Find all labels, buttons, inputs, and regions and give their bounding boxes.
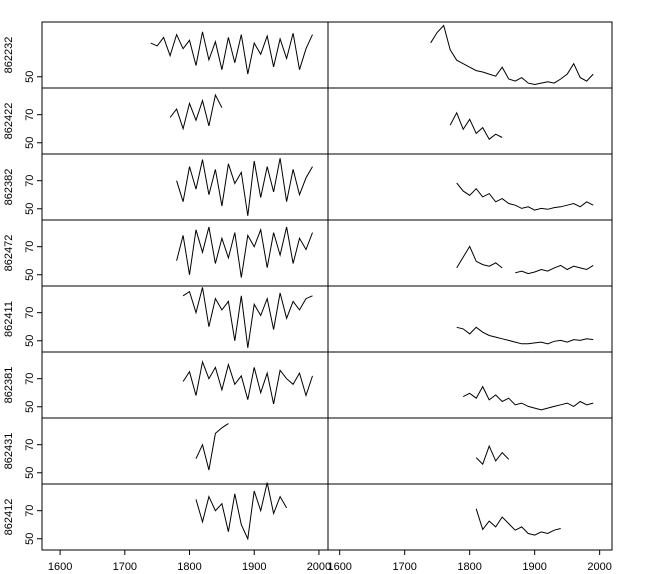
panel-frame: [327, 351, 613, 419]
panel-frame: [327, 417, 613, 485]
y-axis-label: 862431: [3, 433, 15, 470]
series-line: [462, 385, 594, 411]
panel-frame: [327, 483, 613, 551]
y-tick-label: 50: [24, 335, 36, 347]
y-axis-label: 862382: [3, 169, 15, 206]
y-axis-label: 862381: [3, 367, 15, 404]
y-tick-label: 70: [24, 439, 36, 451]
panel-frame: [327, 153, 613, 221]
series-line: [475, 444, 510, 466]
x-tick-label: 1900: [242, 561, 266, 573]
x-tick-label: 1900: [522, 561, 546, 573]
y-tick-label: 70: [24, 109, 36, 121]
x-tick-label: 2000: [307, 561, 331, 573]
series-line: [195, 423, 229, 471]
y-tick-label: 70: [24, 505, 36, 517]
series-line: [430, 24, 594, 86]
y-tick-label: 70: [24, 307, 36, 319]
panel-frame: [327, 21, 613, 89]
series-line: [182, 287, 313, 348]
y-axis-label: 862422: [3, 103, 15, 140]
series-line: [195, 482, 288, 541]
series-line: [182, 359, 313, 405]
y-axis-label: 862232: [3, 37, 15, 74]
panel-frame: [41, 351, 329, 419]
y-tick-label: 70: [24, 373, 36, 385]
panel-frame: [41, 153, 329, 221]
series-line: [176, 226, 313, 278]
series-line: [449, 111, 503, 140]
y-axis-label: 862411: [3, 301, 15, 337]
panel-frame: [41, 417, 329, 485]
y-tick-label: 50: [24, 269, 36, 281]
x-tick-label: 1600: [327, 561, 351, 573]
panel-frame: [327, 219, 613, 287]
y-axis-label: 862472: [3, 235, 15, 272]
panel-frame: [41, 285, 329, 353]
series-line: [150, 31, 313, 75]
series-line: [475, 508, 561, 536]
x-tick-label: 1800: [457, 561, 481, 573]
series-line: [169, 93, 223, 131]
y-axis-label: 862412: [3, 499, 15, 536]
x-tick-label: 1600: [48, 561, 72, 573]
x-tick-label: 1800: [177, 561, 201, 573]
x-tick-label: 1700: [392, 561, 416, 573]
y-tick-label: 70: [24, 241, 36, 253]
y-tick-label: 50: [24, 71, 36, 83]
x-tick-label: 1700: [113, 561, 137, 573]
panel-frame: [327, 285, 613, 353]
panel-frame: [41, 483, 329, 551]
y-tick-label: 50: [24, 467, 36, 479]
y-tick-label: 50: [24, 401, 36, 413]
series-line: [456, 182, 594, 211]
panel-frame: [41, 219, 329, 287]
series-line: [456, 326, 594, 345]
series-line: [456, 245, 594, 275]
y-tick-label: 50: [24, 137, 36, 149]
y-tick-label: 50: [24, 203, 36, 215]
x-tick-label: 2000: [587, 561, 611, 573]
y-tick-label: 50: [24, 533, 36, 545]
series-line: [176, 158, 313, 216]
y-tick-label: 70: [24, 175, 36, 187]
